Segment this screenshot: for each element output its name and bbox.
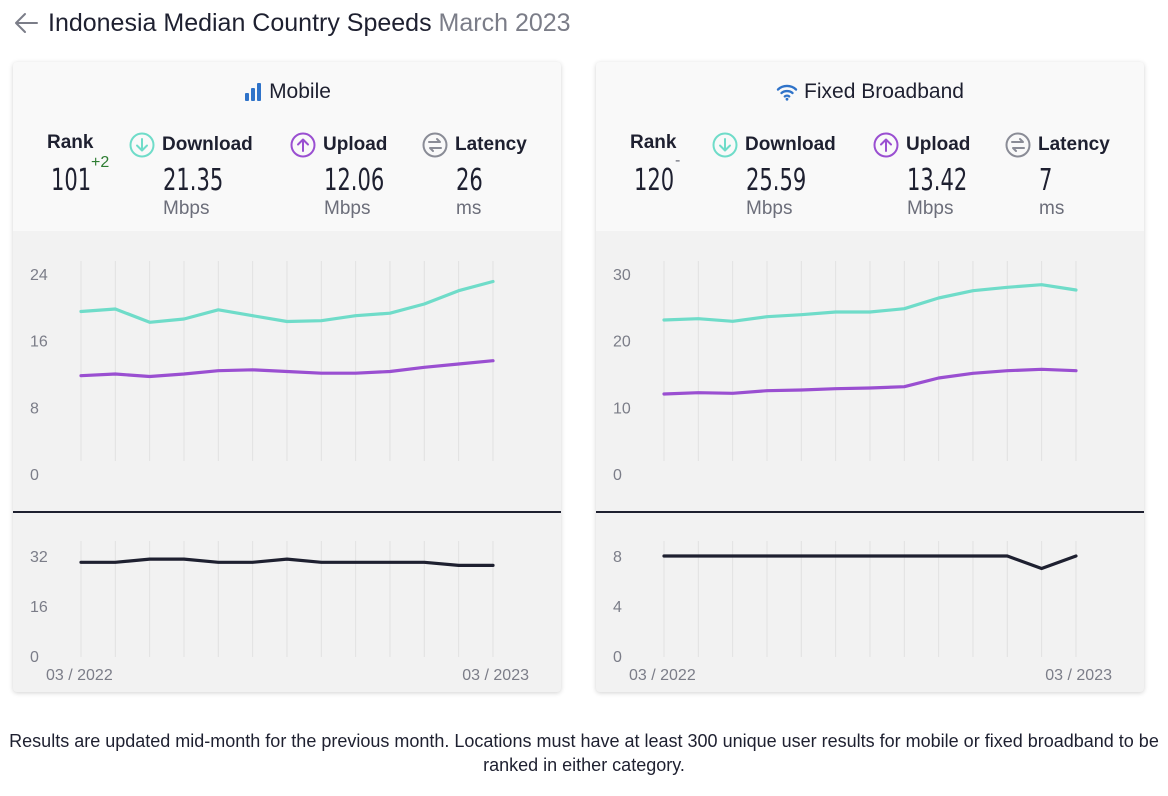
fixed-upload-unit: Mbps	[907, 198, 954, 219]
fixed-chart: 0 10 20 30 0 4 8 03 / 2022 03 / 2023	[596, 261, 1144, 684]
mobile-download-label: Download	[129, 132, 253, 158]
mobile-latency-label: Latency	[422, 132, 527, 158]
speed-y-tick-label: 20	[613, 334, 631, 351]
x-tick-label-end: 03 / 2023	[1045, 667, 1112, 684]
x-tick-label-start: 03 / 2022	[46, 667, 113, 684]
speed-y-tick-label: 0	[613, 467, 622, 484]
page-header: Indonesia Median Country Speeds March 20…	[12, 6, 571, 40]
wifi-icon	[776, 84, 798, 101]
latency-icon	[1005, 132, 1031, 158]
latency-latency-line	[79, 557, 495, 567]
mobile-chart: 0 8 16 24 0 16 32 03 / 2022 03 / 2023	[13, 261, 561, 684]
mobile-upload-value: 12.06	[324, 163, 385, 198]
fixed-upload-label-text: Upload	[906, 134, 971, 155]
mobile-download-value: 21.35	[163, 163, 224, 198]
fixed-upload-label: Upload	[873, 132, 970, 158]
fixed-rank-change: -	[675, 152, 681, 169]
footnote: Results are updated mid-month for the pr…	[9, 731, 1159, 775]
fixed-latency-unit: ms	[1039, 198, 1065, 219]
speed-y-tick-label: 16	[30, 334, 48, 351]
speed-upload-line	[79, 359, 495, 379]
latency-y-tick-label: 8	[613, 549, 622, 566]
page-title-text: Indonesia Median Country Speeds	[48, 8, 432, 37]
download-arrow-icon	[129, 132, 155, 158]
mobile-upload-label: Upload	[290, 132, 387, 158]
fixed-summary: Fixed Broadband Rank 120 - Download 25.5…	[596, 62, 1144, 231]
latency-y-tick-label: 16	[30, 599, 48, 616]
latency-latency-line	[662, 554, 1078, 571]
mobile-upload-label-text: Upload	[323, 134, 388, 155]
latency-y-tick-label: 0	[30, 649, 39, 666]
fixed-card-title: Fixed Broadband	[596, 80, 1144, 104]
speed-y-tick-label: 24	[30, 267, 48, 284]
mobile-download-unit: Mbps	[163, 198, 210, 219]
fixed-download-unit: Mbps	[746, 198, 793, 219]
fixed-rank-label: Rank	[630, 132, 677, 153]
page-title-period: March 2023	[438, 8, 571, 37]
mobile-upload-unit: Mbps	[324, 198, 371, 219]
upload-arrow-icon	[290, 132, 316, 158]
mobile-summary: Mobile Rank 101 +2 Download 21.35 Mbps U…	[13, 62, 561, 231]
latency-y-tick-label: 32	[30, 549, 48, 566]
speed-y-tick-label: 0	[30, 467, 39, 484]
latency-y-tick-label: 4	[613, 599, 622, 616]
fixed-rank-value: 120	[634, 163, 675, 198]
speed-download-line	[79, 279, 495, 324]
fixed-upload-value: 13.42	[907, 163, 968, 198]
fixed-latency-label: Latency	[1005, 132, 1110, 158]
download-arrow-icon	[712, 132, 738, 158]
speed-y-tick-label: 8	[30, 400, 39, 417]
mobile-rank-change: +2	[91, 154, 110, 171]
upload-arrow-icon	[873, 132, 899, 158]
x-tick-label-end: 03 / 2023	[462, 667, 529, 684]
back-button[interactable]	[12, 9, 40, 37]
speed-upload-line	[662, 367, 1078, 396]
mobile-latency-label-text: Latency	[455, 134, 527, 155]
mobile-card: Mobile Rank 101 +2 Download 21.35 Mbps U…	[13, 62, 561, 692]
mobile-latency-unit: ms	[456, 198, 482, 219]
mobile-rank-value: 101	[51, 163, 92, 198]
x-tick-label-start: 03 / 2022	[629, 667, 696, 684]
signal-bars-icon	[245, 83, 262, 101]
mobile-card-title: Mobile	[13, 80, 561, 104]
mobile-latency-value: 26	[456, 163, 483, 198]
fixed-download-label: Download	[712, 132, 836, 158]
fixed-download-label-text: Download	[745, 134, 836, 155]
fixed-latency-label-text: Latency	[1038, 134, 1110, 155]
fixed-card: Fixed Broadband Rank 120 - Download 25.5…	[596, 62, 1144, 692]
fixed-download-value: 25.59	[746, 163, 807, 198]
mobile-title-label: Mobile	[269, 80, 331, 103]
speed-y-tick-label: 10	[613, 400, 631, 417]
speed-y-tick-label: 30	[613, 267, 631, 284]
mobile-download-label-text: Download	[162, 134, 253, 155]
speed-download-line	[662, 283, 1078, 323]
latency-icon	[422, 132, 448, 158]
fixed-latency-value: 7	[1039, 163, 1053, 198]
arrow-left-icon	[15, 13, 38, 33]
latency-y-tick-label: 0	[613, 649, 622, 666]
page-title: Indonesia Median Country Speeds March 20…	[48, 9, 571, 38]
mobile-rank-label: Rank	[47, 132, 94, 153]
fixed-title-label: Fixed Broadband	[804, 80, 964, 103]
